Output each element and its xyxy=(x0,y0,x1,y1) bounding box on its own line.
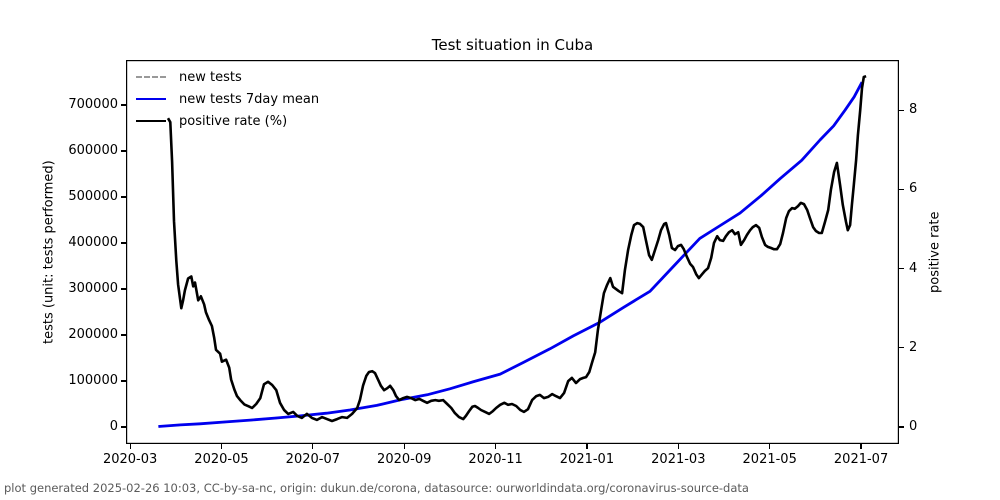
plot-border xyxy=(126,60,899,444)
x-tick-mark xyxy=(312,444,314,449)
x-tick-label: 2020-05 xyxy=(194,452,249,467)
x-tick-label: 2020-07 xyxy=(285,452,340,467)
footer-text: plot generated 2025-02-26 10:03, CC-by-s… xyxy=(4,481,749,495)
y-right-tick-label: 8 xyxy=(909,102,918,118)
y-left-tick-label: 0 xyxy=(109,418,118,434)
y-left-tick-mark xyxy=(121,288,126,290)
legend-entry-7day-mean: new tests 7day mean xyxy=(136,88,319,110)
y-left-tick-label: 100000 xyxy=(68,372,118,388)
legend-label: new tests xyxy=(179,69,242,85)
x-tick-mark xyxy=(769,444,771,449)
y-right-tick-label: 2 xyxy=(909,339,918,355)
series-line-positive-rate- xyxy=(166,74,867,423)
x-tick-mark xyxy=(586,444,588,449)
x-tick-mark xyxy=(860,444,862,449)
x-tick-mark xyxy=(677,444,679,449)
y-left-tick-label: 300000 xyxy=(68,281,118,297)
legend-label: positive rate (%) xyxy=(179,113,288,129)
x-tick-label: 2020-03 xyxy=(102,452,158,467)
x-tick-mark xyxy=(220,444,223,449)
plot-svg xyxy=(126,60,899,444)
y-right-tick-mark xyxy=(899,347,904,349)
y-right-tick-label: 4 xyxy=(909,260,918,276)
y-left-tick-label: 600000 xyxy=(68,143,118,159)
x-tick-label: 2020-09 xyxy=(377,452,432,467)
y-right-tick-mark xyxy=(899,268,904,270)
x-tick-mark xyxy=(494,444,497,449)
y-left-tick-mark xyxy=(121,196,126,198)
legend: new tests new tests 7day mean positive r… xyxy=(136,66,319,132)
legend-entry-positive-rate: positive rate (%) xyxy=(136,110,319,132)
legend-swatch-black-line xyxy=(136,120,166,122)
legend-swatch-blue-line xyxy=(136,98,166,100)
y-right-tick-mark xyxy=(899,188,904,191)
legend-swatch-dashed-line xyxy=(136,76,166,78)
y-left-tick-label: 400000 xyxy=(68,235,118,251)
y-right-tick-mark xyxy=(899,109,904,111)
y-left-tick-mark xyxy=(121,104,126,106)
x-tick-mark xyxy=(403,444,405,449)
y-left-tick-mark xyxy=(121,426,126,428)
y-right-tick-label: 6 xyxy=(909,181,918,197)
legend-entry-new-tests: new tests xyxy=(136,66,319,88)
plot-area: new tests new tests 7day mean positive r… xyxy=(126,60,899,444)
y-axis-label-right: positive rate xyxy=(927,211,943,293)
y-right-tick-mark xyxy=(899,426,904,428)
y-left-tick-label: 700000 xyxy=(68,97,118,113)
chart-title: Test situation in Cuba xyxy=(431,36,594,54)
series-line-new-tests-7day-mean xyxy=(158,81,864,428)
x-tick-label: 2021-03 xyxy=(651,452,706,467)
y-right-tick-label: 0 xyxy=(909,418,918,434)
x-tick-mark xyxy=(129,444,131,449)
y-left-tick-mark xyxy=(121,242,126,244)
x-tick-label: 2020-11 xyxy=(468,452,523,467)
y-left-tick-label: 200000 xyxy=(68,327,118,342)
x-tick-label: 2021-07 xyxy=(833,452,889,467)
x-tick-label: 2021-01 xyxy=(559,452,615,467)
y-left-tick-mark xyxy=(121,334,126,336)
legend-label: new tests 7day mean xyxy=(179,91,320,107)
y-left-tick-label: 500000 xyxy=(68,189,118,205)
series-line-new-tests xyxy=(158,81,863,428)
y-left-tick-mark xyxy=(121,150,126,152)
y-left-tick-mark xyxy=(121,380,126,382)
x-tick-label: 2021-05 xyxy=(742,452,797,467)
